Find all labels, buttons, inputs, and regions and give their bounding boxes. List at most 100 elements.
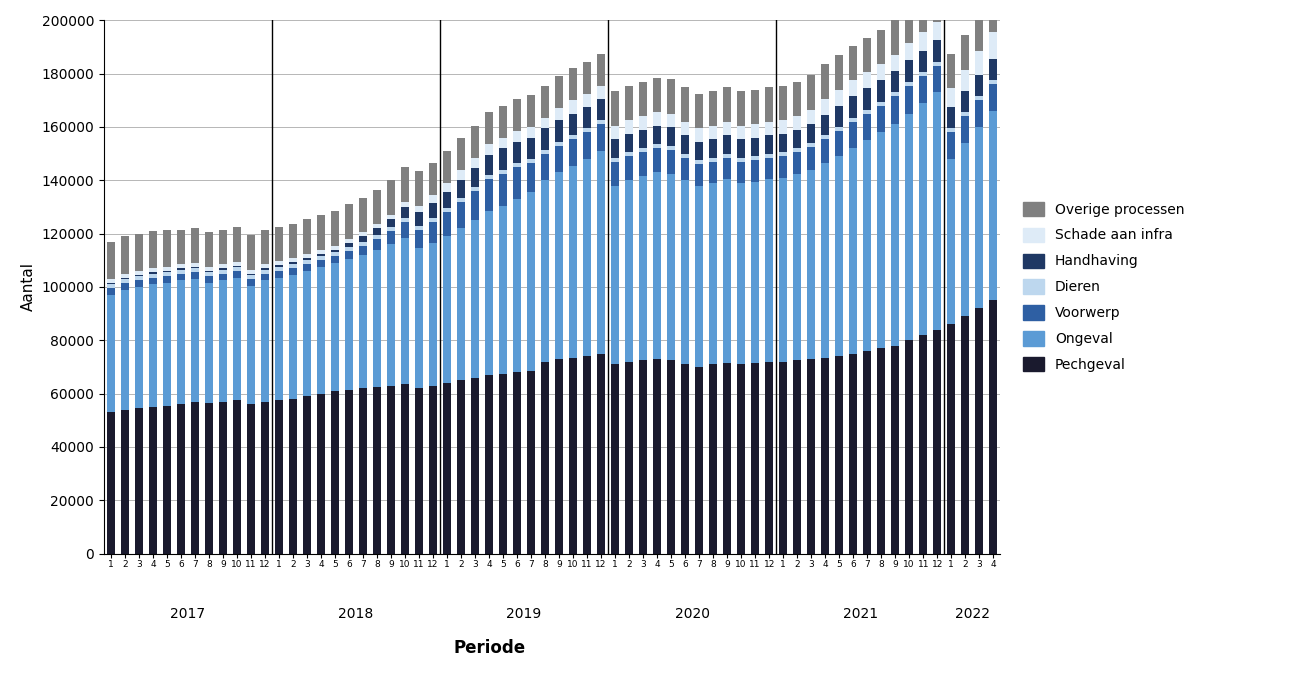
Bar — [583, 356, 591, 554]
Bar — [275, 265, 283, 267]
Bar — [107, 242, 116, 279]
Bar — [835, 55, 843, 90]
Bar — [666, 360, 675, 554]
Bar — [765, 154, 773, 157]
Bar — [107, 412, 116, 554]
Bar — [414, 206, 423, 212]
Bar — [947, 107, 956, 128]
Bar — [387, 231, 395, 244]
Bar — [344, 389, 353, 554]
Bar — [485, 211, 494, 375]
Bar — [373, 239, 381, 250]
Bar — [905, 113, 913, 340]
Bar — [470, 168, 479, 187]
Bar — [527, 163, 535, 192]
Bar — [569, 113, 577, 135]
Bar — [625, 362, 634, 554]
Bar — [891, 124, 899, 346]
Bar — [751, 124, 760, 138]
Bar — [989, 59, 998, 80]
Bar — [303, 219, 312, 254]
Bar — [218, 273, 227, 280]
Bar — [598, 86, 605, 99]
Bar — [513, 142, 521, 163]
Bar — [583, 132, 591, 159]
Bar — [933, 22, 942, 40]
Bar — [162, 276, 171, 283]
Bar — [611, 139, 620, 157]
Bar — [275, 261, 283, 265]
Bar — [555, 359, 564, 554]
Bar — [499, 373, 507, 554]
Bar — [598, 53, 605, 86]
Bar — [414, 230, 423, 248]
Bar — [653, 359, 661, 554]
Bar — [331, 391, 339, 554]
Bar — [218, 269, 227, 273]
Bar — [401, 238, 409, 384]
Bar — [724, 154, 731, 157]
Bar — [275, 227, 283, 261]
Bar — [135, 287, 143, 408]
Bar — [807, 124, 816, 143]
Bar — [233, 400, 242, 554]
Bar — [933, 40, 942, 61]
Bar — [625, 134, 634, 153]
Bar — [835, 356, 843, 554]
Bar — [569, 68, 577, 100]
Bar — [681, 154, 690, 157]
Bar — [331, 252, 339, 256]
Text: 2019: 2019 — [507, 607, 542, 621]
Bar — [639, 148, 647, 153]
Bar — [288, 263, 297, 264]
Text: 2017: 2017 — [170, 607, 205, 621]
Bar — [191, 279, 199, 402]
Bar — [344, 251, 353, 259]
Bar — [792, 153, 801, 173]
Bar — [205, 283, 213, 403]
Bar — [470, 191, 479, 220]
Bar — [513, 131, 521, 142]
Bar — [261, 264, 269, 268]
Bar — [373, 235, 381, 239]
Bar — [135, 408, 143, 554]
Bar — [247, 279, 255, 286]
Bar — [611, 364, 620, 554]
Bar — [639, 82, 647, 116]
Bar — [401, 384, 409, 554]
Bar — [107, 279, 116, 283]
Bar — [681, 87, 690, 122]
Bar — [121, 236, 129, 273]
Bar — [835, 105, 843, 127]
Bar — [877, 80, 886, 101]
Bar — [737, 126, 746, 139]
Bar — [344, 243, 353, 247]
Bar — [261, 269, 269, 273]
Bar — [765, 157, 773, 179]
Bar — [933, 329, 942, 554]
Bar — [989, 80, 998, 84]
Bar — [821, 135, 829, 139]
Bar — [821, 358, 829, 554]
Bar — [359, 236, 368, 242]
Bar — [429, 243, 438, 385]
Bar — [653, 144, 661, 148]
Bar — [709, 157, 717, 161]
Bar — [933, 61, 942, 65]
Bar — [414, 171, 423, 206]
Bar — [317, 267, 325, 394]
Bar — [821, 99, 829, 115]
Bar — [583, 128, 591, 132]
Bar — [401, 221, 409, 238]
Bar — [863, 88, 872, 109]
Bar — [148, 284, 157, 407]
Bar — [961, 116, 969, 143]
Bar — [247, 235, 255, 269]
Bar — [583, 94, 591, 107]
Bar — [891, 55, 899, 71]
Bar — [765, 122, 773, 135]
Bar — [555, 142, 564, 146]
Bar — [989, 0, 998, 32]
Bar — [443, 192, 451, 208]
Bar — [107, 283, 116, 284]
